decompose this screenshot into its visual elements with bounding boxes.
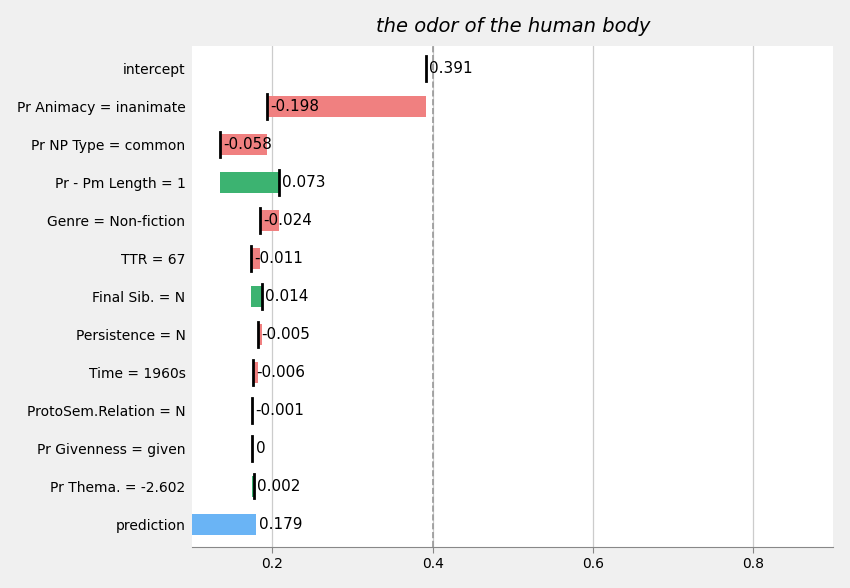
- Text: -0.001: -0.001: [256, 403, 304, 417]
- Text: 0.073: 0.073: [282, 175, 326, 190]
- Text: 0.391: 0.391: [428, 61, 473, 76]
- Text: -0.006: -0.006: [257, 365, 305, 380]
- Bar: [252, 476, 254, 497]
- Bar: [259, 210, 279, 230]
- Text: -0.058: -0.058: [224, 137, 273, 152]
- Bar: [258, 324, 262, 345]
- Bar: [251, 248, 259, 269]
- Title: the odor of the human body: the odor of the human body: [376, 16, 650, 36]
- Bar: [251, 286, 262, 307]
- Bar: [267, 96, 426, 117]
- Text: 0.179: 0.179: [259, 517, 303, 532]
- Text: -0.011: -0.011: [254, 250, 303, 266]
- Bar: [253, 362, 258, 383]
- Text: 0.002: 0.002: [258, 479, 301, 494]
- Text: -0.198: -0.198: [270, 99, 319, 114]
- Text: 0.014: 0.014: [265, 289, 309, 304]
- Bar: [112, 514, 256, 534]
- Text: 0: 0: [256, 440, 265, 456]
- Text: -0.005: -0.005: [261, 327, 310, 342]
- Bar: [220, 172, 279, 193]
- Text: -0.024: -0.024: [263, 213, 312, 228]
- Bar: [220, 134, 267, 155]
